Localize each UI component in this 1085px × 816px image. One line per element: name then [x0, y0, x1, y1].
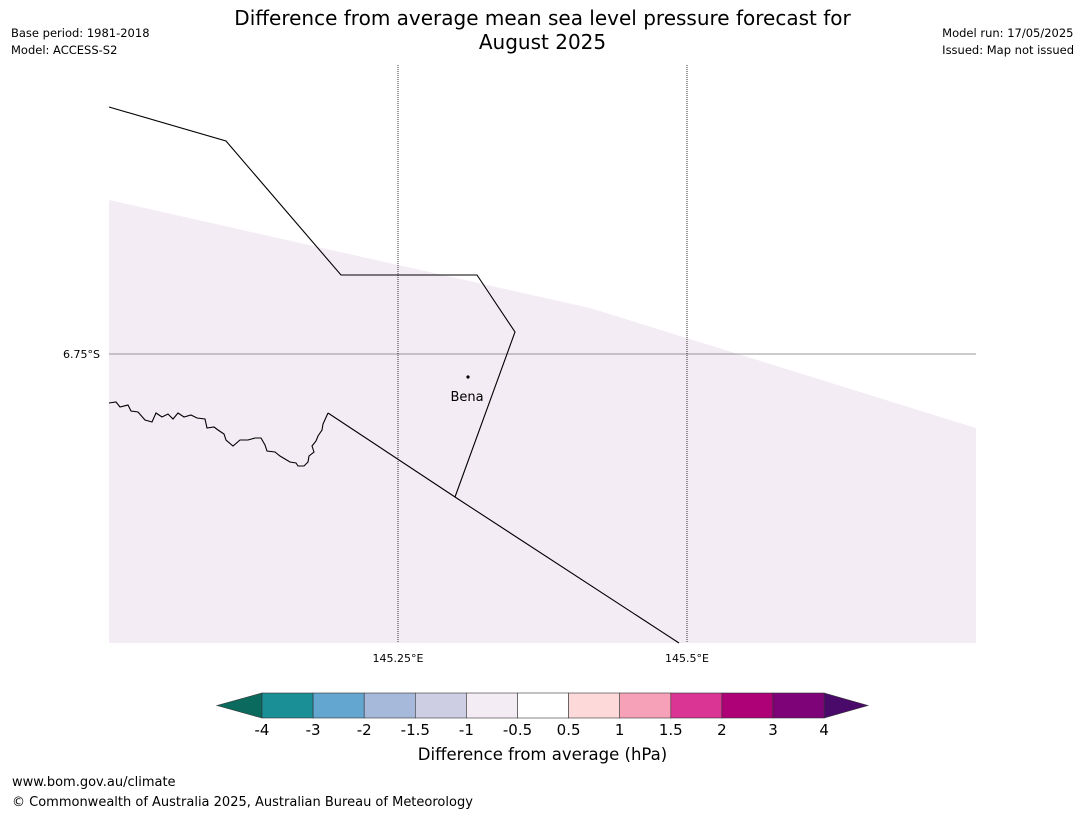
- colorbar-tick-label: -1.5: [401, 721, 430, 739]
- colorbar-tick-label: 1.5: [659, 721, 683, 739]
- colorbar-bin: [772, 692, 825, 719]
- model-run-text: Model run: 17/05/2025: [942, 26, 1074, 40]
- colorbar-extend-high: [823, 692, 870, 719]
- meta-left: Base period: 1981-2018 Model: ACCESS-S2: [11, 25, 150, 59]
- boundary-line-north: [108, 106, 516, 498]
- footer-copyright: © Commonwealth of Australia 2025, Austra…: [12, 795, 473, 810]
- colorbar-tick-label: 4: [819, 721, 829, 739]
- colorbar-label: Difference from average (hPa): [417, 745, 668, 764]
- colorbar-tick-label: -0.5: [503, 721, 532, 739]
- colorbar-bin: [517, 692, 569, 719]
- place-marker: [466, 375, 470, 379]
- place-label: Bena: [450, 390, 483, 405]
- river-line: [108, 401, 329, 467]
- issued-text: Issued: Map not issued: [942, 43, 1074, 57]
- colorbar-tick-label: 0.5: [557, 721, 581, 739]
- anomaly-shading: [109, 200, 976, 643]
- longitude-label-1: 145.25°E: [373, 652, 424, 665]
- colorbar-bin: [414, 692, 467, 719]
- title-line-2: August 2025: [478, 30, 607, 54]
- colorbar-tick-label: -3: [306, 721, 321, 739]
- map-title: Difference from average mean sea level p…: [0, 6, 1085, 54]
- colorbar-bin: [312, 692, 365, 719]
- colorbar-tick-label: 1: [615, 721, 625, 739]
- colorbar-tick-label: 3: [768, 721, 778, 739]
- title-line-1: Difference from average mean sea level p…: [234, 6, 851, 30]
- colorbar-bin: [670, 692, 723, 719]
- longitude-label-2: 145.5°E: [665, 652, 709, 665]
- base-period-text: Base period: 1981-2018: [11, 26, 150, 40]
- latitude-label: 6.75°S: [63, 348, 100, 361]
- colorbar-tick-label: -1: [459, 721, 474, 739]
- meta-right: Model run: 17/05/2025 Issued: Map not is…: [942, 25, 1074, 59]
- colorbar: -4 -3 -2 -1.5 -1 -0.5 0.5 1 1.5 2 3 4: [215, 692, 870, 739]
- footer-url: www.bom.gov.au/climate: [12, 775, 176, 790]
- colorbar-tick-label: 2: [717, 721, 727, 739]
- colorbar-bin: [363, 692, 416, 719]
- colorbar-bin: [568, 692, 620, 719]
- colorbar-bin: [466, 692, 518, 719]
- colorbar-bin: [619, 692, 672, 719]
- colorbar-extend-low: [215, 692, 263, 719]
- colorbar-bin: [721, 692, 774, 719]
- model-text: Model: ACCESS-S2: [11, 43, 118, 57]
- colorbar-bin: [261, 692, 314, 719]
- boundary-line-south: [327, 412, 680, 644]
- colorbar-tick-label: -4: [255, 721, 270, 739]
- colorbar-tick-label: -2: [357, 721, 372, 739]
